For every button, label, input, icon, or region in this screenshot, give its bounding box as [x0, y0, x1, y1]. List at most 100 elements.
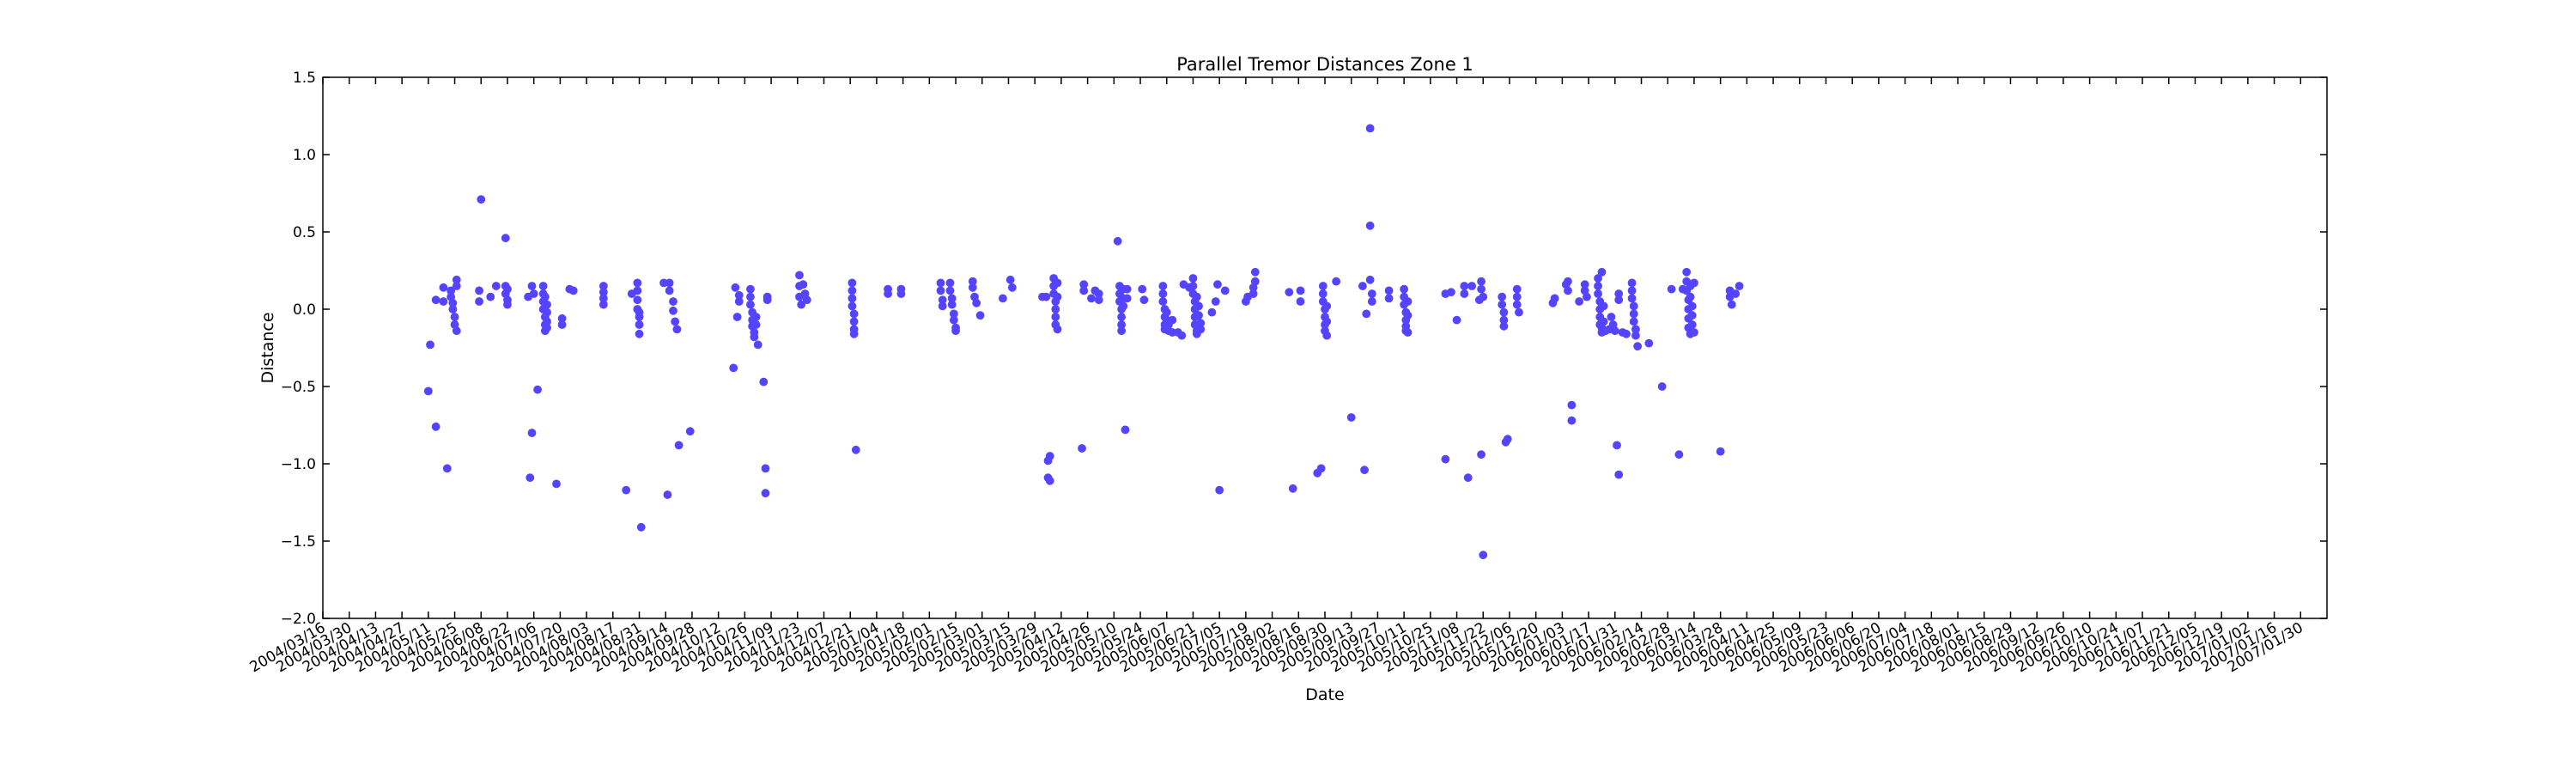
data-point — [1629, 317, 1638, 326]
data-point — [795, 271, 804, 280]
data-point — [1168, 315, 1177, 325]
data-point — [1499, 307, 1509, 317]
data-point — [663, 490, 672, 499]
data-point — [746, 284, 755, 294]
data-point — [799, 280, 808, 289]
data-point — [1384, 294, 1394, 303]
data-point — [635, 307, 644, 317]
data-point — [1288, 484, 1297, 493]
data-point — [1515, 307, 1523, 317]
data-point — [1158, 297, 1168, 306]
data-point — [1633, 342, 1643, 351]
data-point — [753, 340, 762, 350]
data-point — [938, 301, 947, 311]
data-point — [491, 282, 501, 290]
data-point — [849, 317, 859, 326]
data-point — [998, 294, 1007, 303]
data-point — [1610, 326, 1619, 336]
data-point — [1503, 435, 1512, 444]
data-point — [533, 385, 542, 394]
x-axis-ticks: 2004/03/162004/03/302004/04/132004/04/27… — [247, 77, 2306, 676]
data-point — [1686, 292, 1695, 301]
data-point — [1512, 300, 1522, 309]
data-point — [1467, 282, 1477, 290]
data-point — [448, 305, 458, 313]
data-point — [936, 278, 945, 288]
y-tick-label: −2.0 — [281, 611, 316, 628]
data-point — [1207, 307, 1217, 317]
data-point — [622, 485, 631, 495]
data-point — [1042, 292, 1051, 301]
data-point — [477, 195, 486, 204]
data-point — [635, 320, 644, 329]
data-point — [1122, 294, 1132, 303]
data-point — [1367, 297, 1376, 306]
data-point — [635, 329, 644, 338]
data-point — [486, 292, 495, 301]
data-point — [949, 315, 958, 325]
data-point — [1674, 450, 1684, 460]
y-tick-label: −0.5 — [281, 379, 316, 396]
data-point — [1007, 283, 1017, 292]
data-point — [1121, 425, 1130, 435]
data-point — [1512, 292, 1522, 301]
data-point — [527, 429, 537, 437]
data-point — [1316, 464, 1326, 473]
data-point — [1322, 317, 1332, 326]
chart-title: Parallel Tremor Distances Zone 1 — [1176, 54, 1473, 75]
data-point — [1687, 311, 1697, 320]
data-point — [598, 300, 608, 309]
data-point — [1599, 301, 1608, 311]
data-point — [1360, 466, 1369, 475]
data-point — [1332, 277, 1341, 286]
data-point — [543, 307, 551, 317]
data-point — [884, 289, 892, 298]
data-point — [1447, 288, 1455, 297]
data-point — [731, 283, 740, 292]
data-point — [761, 464, 770, 473]
data-point — [1220, 286, 1230, 295]
data-point — [475, 297, 483, 306]
data-point — [501, 234, 510, 243]
data-point — [1631, 331, 1640, 340]
data-point — [1627, 278, 1637, 288]
data-point — [1400, 284, 1409, 294]
data-point — [1117, 313, 1126, 321]
data-point — [1005, 275, 1015, 284]
data-point — [1194, 311, 1203, 320]
data-point — [669, 306, 677, 315]
data-point — [426, 340, 434, 350]
data-point — [1629, 309, 1638, 319]
data-point — [797, 300, 806, 309]
data-point — [1053, 278, 1062, 288]
data-point — [1285, 288, 1294, 297]
data-point — [802, 295, 811, 305]
data-point — [896, 289, 906, 298]
data-point — [1629, 301, 1638, 311]
data-point — [1158, 289, 1168, 298]
data-point — [1477, 450, 1485, 460]
data-point — [503, 284, 512, 294]
data-point — [450, 313, 459, 321]
data-point — [1644, 338, 1654, 348]
data-point — [665, 286, 674, 295]
data-point — [1296, 297, 1305, 306]
data-point — [1479, 551, 1488, 560]
data-point — [543, 300, 551, 309]
data-point — [633, 286, 642, 295]
data-point — [1188, 274, 1198, 283]
data-point — [1477, 277, 1485, 286]
data-point — [568, 286, 578, 295]
data-point — [1045, 452, 1054, 460]
data-point — [538, 282, 548, 290]
data-point — [543, 323, 551, 332]
x-axis-label: Date — [1305, 685, 1344, 704]
data-point — [1614, 295, 1624, 305]
data-point — [1346, 413, 1356, 422]
data-point — [1365, 221, 1375, 230]
data-point — [762, 295, 772, 305]
data-point — [1119, 301, 1128, 311]
data-point — [1441, 454, 1450, 464]
